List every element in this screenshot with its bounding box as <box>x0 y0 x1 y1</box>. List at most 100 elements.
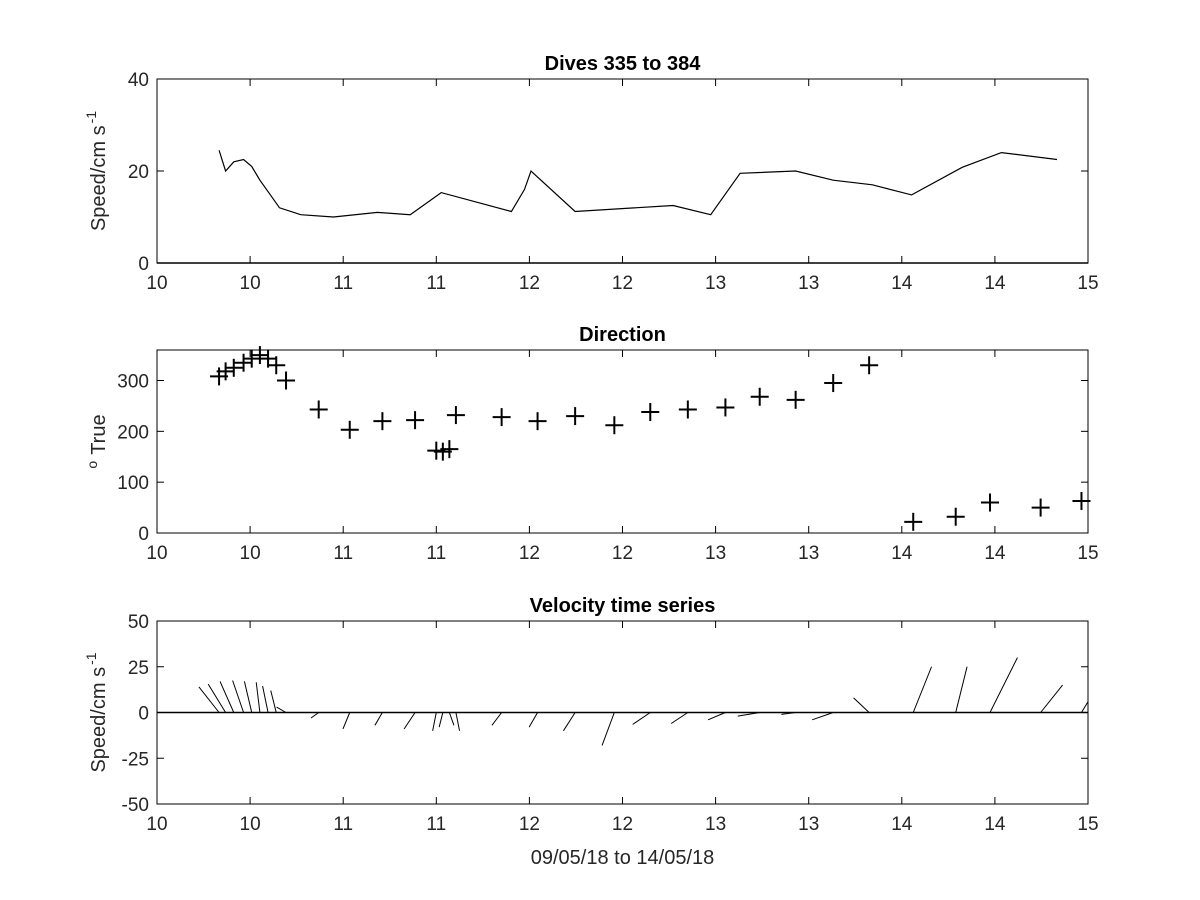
x-tick-label: 12 <box>612 814 633 835</box>
direction-point <box>1072 491 1091 510</box>
velocity-stick <box>232 680 245 713</box>
y-tick-label: 0 <box>138 524 149 545</box>
x-tick-label: 13 <box>705 543 726 564</box>
y-tick-label: -50 <box>122 795 149 816</box>
velocity-stick <box>737 712 760 717</box>
x-tick-label: 12 <box>612 273 633 294</box>
velocity-stick <box>955 666 968 713</box>
x-tick-label: 13 <box>705 273 726 294</box>
velocity-stick <box>455 712 461 731</box>
x-axis-label: 09/05/18 to 14/05/18 <box>531 847 715 869</box>
x-tick-label: 14 <box>891 543 913 564</box>
panel-title: Dives 335 to 384 <box>545 53 702 75</box>
direction-point <box>750 387 769 406</box>
direction-point <box>250 346 269 365</box>
y-axis-label: o True <box>84 414 110 468</box>
panel-2: 10 10 11 11 12 12 13 13 14 14 15 0 100 200 300 Directio… <box>84 324 1099 564</box>
velocity-stick <box>491 712 503 726</box>
velocity-stick <box>632 712 651 725</box>
panel-title: Velocity time series <box>530 595 716 617</box>
direction-point <box>406 411 425 430</box>
x-tick-label: 11 <box>333 814 353 835</box>
y-tick-label: 40 <box>128 70 149 91</box>
speed-line <box>218 150 1058 218</box>
x-tick-label: 13 <box>798 814 819 835</box>
y-tick-label: 0 <box>138 704 149 725</box>
x-tick-label: 11 <box>426 273 446 294</box>
x-tick-label: 15 <box>1077 543 1098 564</box>
direction-point <box>492 408 511 427</box>
velocity-stick <box>989 657 1018 713</box>
direction-point <box>216 362 235 381</box>
x-tick-label: 11 <box>333 543 353 564</box>
velocity-stick <box>403 712 416 730</box>
velocity-stick <box>528 712 539 728</box>
y-tick-label: -25 <box>122 749 149 770</box>
direction-point <box>224 358 243 377</box>
x-tick-label: 14 <box>984 543 1006 564</box>
direction-point <box>340 420 359 439</box>
x-tick-label: 14 <box>984 814 1006 835</box>
y-axis-label-main: Speed/cm s <box>88 667 110 773</box>
direction-point <box>566 407 585 426</box>
x-tick-label: 12 <box>519 814 540 835</box>
y-tick-label: 20 <box>128 162 149 183</box>
direction-point <box>528 412 547 431</box>
direction-point <box>860 356 879 375</box>
y-tick-label: 0 <box>138 254 149 275</box>
velocity-stick <box>219 681 235 713</box>
direction-point <box>678 400 697 419</box>
panel-1: 10 10 11 11 12 12 13 13 14 14 15 0 20 40 Dives 335 to … <box>83 53 1099 294</box>
x-tick-label: 11 <box>426 543 446 564</box>
y-tick-label: 300 <box>117 372 149 393</box>
velocity-stick <box>707 712 726 721</box>
velocity-stick <box>310 712 319 719</box>
y-tick-label: 200 <box>117 422 149 443</box>
axes-frame <box>156 78 1089 264</box>
direction-point <box>904 512 923 531</box>
velocity-stick <box>912 666 932 713</box>
velocity-stick <box>563 712 576 732</box>
direction-point <box>373 412 392 431</box>
y-axis-label: Speed/cm s -1 <box>83 652 110 772</box>
velocity-stick <box>262 685 269 713</box>
x-tick-label: 14 <box>984 273 1006 294</box>
direction-point <box>267 356 286 375</box>
direction-point <box>446 406 465 425</box>
x-tick-label: 14 <box>891 273 913 294</box>
x-tick-label: 12 <box>519 273 540 294</box>
direction-point <box>242 349 261 368</box>
direction-point <box>946 507 965 526</box>
y-axis-label-sup: -1 <box>83 652 99 665</box>
panel-title: Direction <box>579 324 666 346</box>
velocity-stick <box>243 681 253 713</box>
x-tick-label: 11 <box>333 273 353 294</box>
y-axis-label-main: True <box>88 414 110 454</box>
y-axis-label-main: Speed/cm s <box>88 125 110 231</box>
velocity-stick <box>448 712 455 726</box>
velocity-stick <box>276 706 287 713</box>
direction-point <box>786 390 805 409</box>
x-tick-label: 13 <box>798 273 819 294</box>
velocity-stick <box>342 712 351 730</box>
y-axis-label-sup: o <box>84 461 100 469</box>
y-tick-label: 25 <box>128 658 149 679</box>
direction-point <box>277 371 296 390</box>
direction-point <box>641 403 660 422</box>
direction-point <box>1031 498 1050 517</box>
velocity-stick <box>255 682 261 713</box>
x-tick-label: 10 <box>146 814 167 835</box>
x-tick-label: 15 <box>1077 814 1098 835</box>
x-tick-label: 10 <box>146 273 167 294</box>
x-tick-label: 14 <box>891 814 913 835</box>
velocity-stick <box>601 712 615 746</box>
velocity-stick <box>432 712 437 731</box>
x-tick-label: 10 <box>240 273 261 294</box>
y-axis-label: Speed/cm s-1 <box>83 111 110 231</box>
direction-point <box>605 416 624 435</box>
x-tick-label: 10 <box>146 543 167 564</box>
velocity-stick <box>438 712 444 728</box>
direction-point <box>716 398 735 417</box>
direction-point <box>440 440 459 459</box>
velocity-stick <box>270 690 277 713</box>
